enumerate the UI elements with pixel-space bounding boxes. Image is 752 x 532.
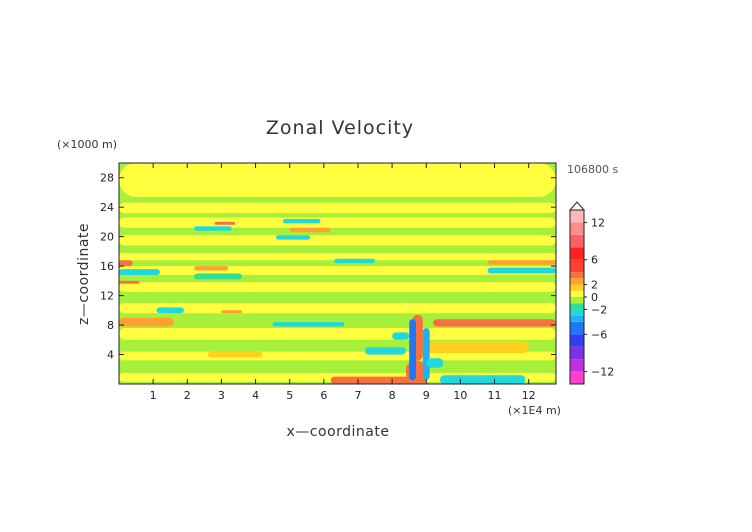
x-tick-label-2: 2 [184,389,191,402]
contour-region-26 [119,269,160,275]
colorbar-band-0 [570,371,584,384]
colorbar-tick-label-2: 2 [591,279,598,292]
x-tick-label-1: 1 [150,389,157,402]
x-tick-label-4: 4 [252,389,259,402]
colorbar-tick-label-0: 12 [591,216,605,229]
contour-region-32 [276,235,311,240]
x-tick-label-11: 11 [488,389,502,402]
contour-region-21 [392,332,410,340]
contour-region-29 [487,267,556,274]
y-tick-label-24: 24 [100,201,114,214]
y-tick-label-4: 4 [107,349,114,362]
contour-region-37 [119,280,140,284]
x-tick-label-8: 8 [389,389,396,402]
colorbar-band-7 [570,303,584,310]
contour-region-6 [119,235,556,246]
contour-region-33 [119,260,133,267]
plot-frame [118,162,557,385]
x-axis: 1 2 3 4 5 6 7 8 9 10 11 12 [150,163,536,402]
contour-region-14 [426,341,529,354]
colorbar-tick-label-3: 0 [591,291,598,304]
x-tick-label-7: 7 [354,389,361,402]
contour-regions [119,163,556,384]
colorbar-band-9 [570,290,584,297]
contour-region-39 [221,310,242,314]
x-tick-label-12: 12 [522,389,536,402]
colorbar-band-11 [570,278,584,285]
contour-region-2 [119,328,556,340]
contour-region-18 [409,319,416,381]
colorbar-band-14 [570,247,584,260]
contour-region-11 [119,317,174,327]
colorbar-band-4 [570,321,584,335]
contour-region-9 [119,163,556,197]
contour-region-27 [194,273,242,280]
x-axis-unit: (×1E4 m) [508,404,561,417]
contour-region-35 [289,227,331,233]
plot-area [119,163,556,384]
y-tick-label-20: 20 [100,231,114,244]
colorbar-band-16 [570,222,584,235]
x-tick-label-9: 9 [423,389,430,402]
contour-region-30 [194,226,232,231]
contour-region-28 [334,258,376,264]
contour-region-38 [487,260,556,265]
y-axis: 4 8 12 16 20 24 28 [100,172,556,362]
contour-region-13 [433,319,556,327]
contour-region-10 [119,266,556,275]
contour-region-3 [119,303,556,314]
colorbar-band-6 [570,309,584,316]
colorbar-tick-label-4: −2 [591,303,607,316]
colorbar-band-15 [570,234,584,248]
colorbar-band-13 [570,259,584,273]
x-tick-label-3: 3 [218,389,225,402]
contour-region-36 [214,221,236,225]
contour-region-15 [330,376,427,384]
contour-region-20 [364,347,406,355]
colorbar-band-2 [570,346,584,360]
colorbar-tick-label-1: 6 [591,254,598,267]
colorbar-overflow-triangle [568,201,586,211]
time-label: 106800 s [567,163,618,176]
colorbar-band-10 [570,284,584,291]
contour-region-5 [119,252,556,261]
contour-region-12 [207,351,263,358]
contour-region-7 [119,217,556,228]
colorbar-tick-label-5: −6 [591,328,607,341]
y-tick-label-12: 12 [100,290,114,303]
x-tick-label-5: 5 [286,389,293,402]
colorbar-band-1 [570,359,584,372]
colorbar: 12 6 20−2 −6 −12 [568,201,614,385]
contour-region-19 [422,328,430,380]
x-tick-label-6: 6 [320,389,327,402]
contour-region-8 [119,202,556,214]
contour-region-24 [156,307,184,314]
colorbar-tick-label-6: −12 [591,366,614,379]
y-axis-title: z—coordinate [76,223,92,325]
y-tick-label-8: 8 [107,319,114,332]
colorbar-band-5 [570,315,584,322]
contour-region-22 [426,358,444,368]
chart-title: Zonal Velocity [266,117,414,139]
contour-region-25 [272,322,345,327]
contour-region-31 [282,219,321,224]
colorbar-band-3 [570,334,584,347]
colorbar-band-17 [570,210,584,223]
contour-region-34 [194,266,229,271]
y-axis-unit: (×1000 m) [57,138,117,151]
y-tick-label-28: 28 [100,172,114,185]
colorbar-band-12 [570,272,584,279]
y-tick-label-16: 16 [100,260,114,273]
colorbar-band-8 [570,297,584,304]
contour-region-23 [439,375,526,384]
contour-region-4 [119,282,556,292]
x-tick-label-10: 10 [453,389,467,402]
x-axis-title: x—coordinate [287,424,390,440]
